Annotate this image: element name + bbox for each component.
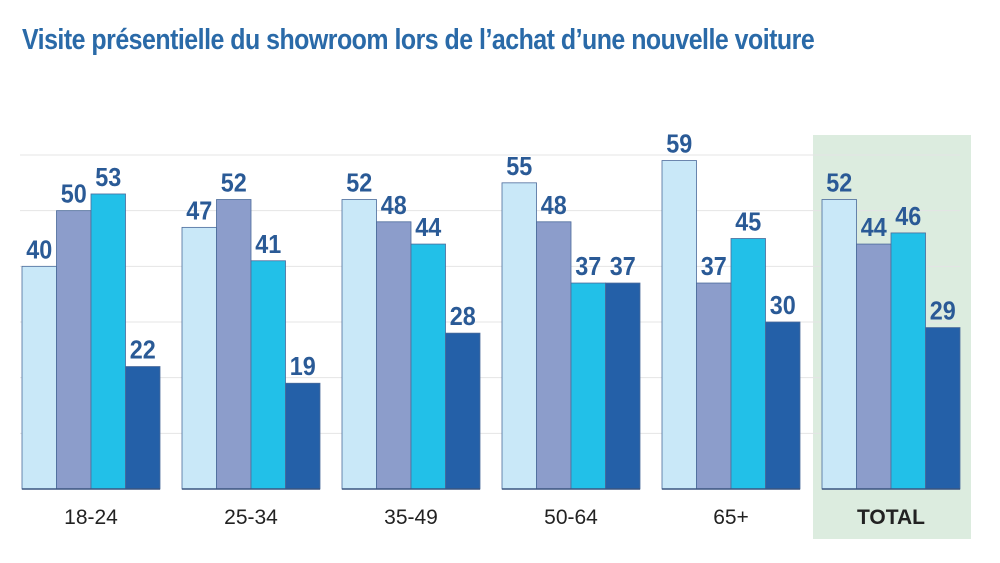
bar bbox=[285, 382, 321, 490]
bar bbox=[501, 182, 537, 490]
value-label: 19 bbox=[290, 351, 316, 381]
value-label: 46 bbox=[895, 201, 921, 231]
bar bbox=[730, 238, 766, 490]
bar bbox=[925, 327, 961, 490]
value-label: 59 bbox=[666, 129, 692, 159]
value-label: 30 bbox=[770, 290, 796, 320]
bar bbox=[21, 265, 57, 490]
value-label: 55 bbox=[506, 151, 532, 181]
value-label: 50 bbox=[61, 179, 87, 209]
bar bbox=[890, 232, 926, 490]
bar bbox=[570, 282, 606, 490]
value-label: 40 bbox=[26, 234, 52, 264]
value-label: 44 bbox=[861, 212, 887, 242]
bar bbox=[821, 199, 857, 490]
bar bbox=[696, 282, 732, 490]
value-label: 22 bbox=[130, 335, 156, 365]
bar bbox=[410, 243, 446, 490]
value-label: 37 bbox=[701, 251, 727, 281]
value-label: 52 bbox=[826, 168, 852, 198]
value-label: 29 bbox=[930, 296, 956, 326]
chart-title: Visite présentielle du showroom lors de … bbox=[22, 24, 815, 56]
category-label: 50-64 bbox=[544, 506, 598, 529]
value-label: 52 bbox=[221, 168, 247, 198]
category-label: 25-34 bbox=[224, 506, 278, 529]
bar bbox=[376, 221, 412, 490]
value-label: 47 bbox=[186, 195, 212, 225]
bar bbox=[216, 199, 252, 490]
value-label: 48 bbox=[381, 190, 407, 220]
bar bbox=[661, 160, 697, 490]
category-label: 18-24 bbox=[64, 506, 118, 529]
bar bbox=[765, 321, 801, 490]
value-label: 53 bbox=[95, 162, 121, 192]
bar bbox=[56, 210, 92, 490]
bar bbox=[856, 243, 892, 490]
value-label: 37 bbox=[610, 251, 636, 281]
bar bbox=[341, 199, 377, 490]
bar bbox=[90, 193, 126, 490]
bar bbox=[250, 260, 286, 490]
bar bbox=[605, 282, 641, 490]
value-label: 44 bbox=[415, 212, 441, 242]
bar bbox=[125, 366, 161, 490]
bar bbox=[536, 221, 572, 490]
value-label: 41 bbox=[255, 229, 281, 259]
value-label: 45 bbox=[735, 207, 761, 237]
bar bbox=[445, 332, 481, 490]
value-label: 52 bbox=[346, 168, 372, 198]
category-label: 65+ bbox=[713, 506, 749, 529]
bar bbox=[181, 226, 217, 490]
value-label: 48 bbox=[541, 190, 567, 220]
category-label: 35-49 bbox=[384, 506, 438, 529]
value-label: 28 bbox=[450, 301, 476, 331]
category-label: TOTAL bbox=[857, 506, 925, 529]
value-label: 37 bbox=[575, 251, 601, 281]
